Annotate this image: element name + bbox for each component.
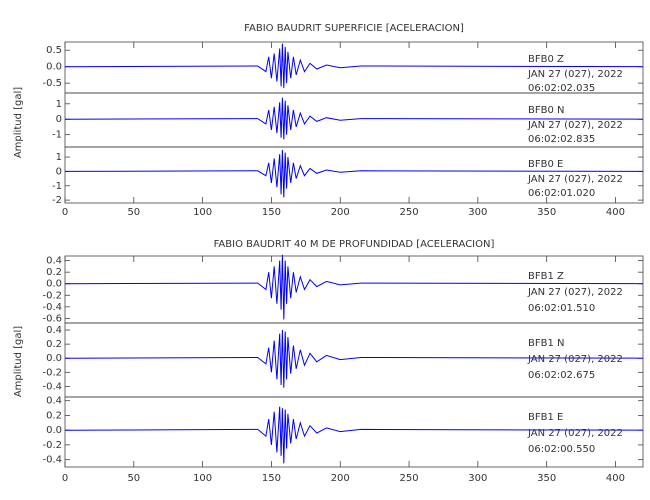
x-tick-label: 0 — [62, 207, 68, 218]
x-tick-label: 150 — [262, 207, 281, 218]
station-time: 06:02:02.035 — [528, 83, 595, 94]
x-tick-label: 150 — [262, 473, 281, 484]
station-time: 06:02:01.510 — [528, 303, 595, 314]
x-tick-label: 300 — [468, 207, 487, 218]
station-time: 06:02:00.550 — [528, 444, 595, 455]
x-tick-label: 400 — [606, 473, 625, 484]
y-tick-label: 0.5 — [46, 45, 62, 56]
y-tick-label: 0.4 — [46, 396, 62, 407]
waveform — [64, 406, 644, 464]
y-tick-label: 0 — [56, 166, 62, 177]
y-tick-label: -1 — [52, 130, 62, 141]
x-tick-label: 200 — [331, 207, 350, 218]
y-tick-label: 0.4 — [46, 256, 62, 267]
y-axis-label: Amplitud [gal] — [13, 87, 24, 158]
station-station: BFB1 N — [528, 338, 565, 349]
station-station: BFB1 Z — [528, 271, 564, 282]
x-tick-label: 350 — [537, 207, 556, 218]
waveform — [64, 97, 644, 140]
y-tick-label: 0.2 — [46, 410, 62, 421]
y-tick-label: -1 — [52, 181, 62, 192]
x-tick-label: 400 — [606, 207, 625, 218]
x-tick-label: 350 — [537, 473, 556, 484]
y-tick-label: -0.2 — [42, 367, 62, 378]
chart-title: FABIO BAUDRIT 40 M DE PROFUNDIDAD [ACELE… — [214, 239, 495, 250]
station-date: JAN 27 (027), 2022 — [527, 428, 623, 439]
y-tick-label: 0.0 — [46, 353, 62, 364]
chart-title: FABIO BAUDRIT SUPERFICIE [ACELERACION] — [244, 23, 464, 34]
waveform — [64, 149, 644, 198]
x-tick-label: 250 — [400, 473, 419, 484]
x-tick-label: 300 — [468, 473, 487, 484]
y-tick-label: -2 — [52, 195, 62, 206]
y-axis-label: Amplitud [gal] — [13, 326, 24, 397]
station-date: JAN 27 (027), 2022 — [527, 354, 623, 365]
y-tick-label: -0.2 — [42, 440, 62, 451]
x-tick-label: 200 — [331, 473, 350, 484]
waveform — [64, 329, 644, 388]
y-tick-label: 0 — [56, 114, 62, 125]
station-date: JAN 27 (027), 2022 — [527, 120, 623, 131]
station-station: BFB1 E — [528, 412, 563, 423]
station-time: 06:02:02.835 — [528, 134, 595, 145]
y-tick-label: 0.4 — [46, 325, 62, 336]
y-tick-label: 1 — [56, 152, 62, 163]
x-tick-label: 100 — [193, 473, 212, 484]
y-tick-label: -0.4 — [42, 381, 62, 392]
x-tick-label: 100 — [193, 207, 212, 218]
y-tick-label: 0.0 — [46, 62, 62, 73]
y-tick-label: -0.6 — [42, 313, 62, 324]
y-tick-label: 0.2 — [46, 339, 62, 350]
station-time: 06:02:01.020 — [528, 188, 595, 199]
station-time: 06:02:02.675 — [528, 370, 595, 381]
station-station: BFB0 Z — [528, 54, 564, 65]
y-tick-label: 0.0 — [46, 279, 62, 290]
x-tick-label: 250 — [400, 207, 419, 218]
x-tick-label: 50 — [127, 473, 140, 484]
y-tick-label: -0.5 — [42, 78, 62, 89]
waveform — [64, 43, 644, 89]
station-station: BFB0 N — [528, 105, 565, 116]
station-date: JAN 27 (027), 2022 — [527, 69, 623, 80]
x-tick-label: 0 — [62, 473, 68, 484]
y-tick-label: 0.2 — [46, 267, 62, 278]
panel-frame — [64, 396, 644, 468]
station-date: JAN 27 (027), 2022 — [527, 174, 623, 185]
waveform — [64, 254, 644, 320]
x-tick-label: 50 — [127, 207, 140, 218]
y-tick-label: -0.4 — [42, 302, 62, 313]
y-tick-label: -0.2 — [42, 290, 62, 301]
station-date: JAN 27 (027), 2022 — [527, 287, 623, 298]
y-tick-label: 1 — [56, 99, 62, 110]
station-station: BFB0 E — [528, 159, 563, 170]
y-tick-label: -0.4 — [42, 455, 62, 466]
y-tick-label: 0.0 — [46, 425, 62, 436]
panel-frame — [64, 146, 644, 204]
